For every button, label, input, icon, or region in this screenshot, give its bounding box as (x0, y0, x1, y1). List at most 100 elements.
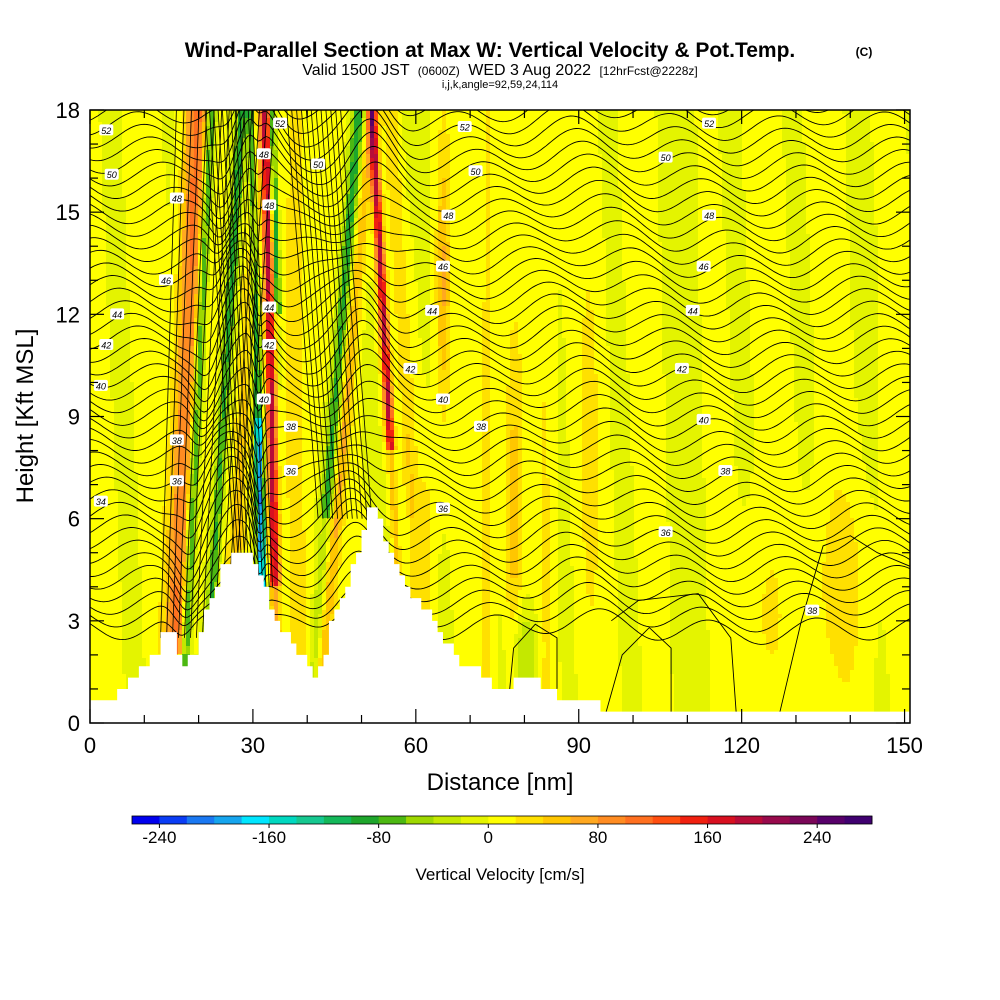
field-cell (134, 430, 171, 435)
field-cell (226, 138, 235, 143)
field-cell (370, 166, 375, 171)
field-cell (378, 346, 383, 351)
field-cell (622, 198, 659, 203)
field-cell (230, 162, 235, 167)
field-cell (510, 338, 519, 343)
field-cell (386, 178, 403, 183)
field-cell (282, 298, 287, 303)
field-cell (386, 214, 391, 219)
field-cell (410, 326, 419, 331)
field-cell (90, 146, 103, 151)
field-cell (794, 394, 815, 399)
field-cell (90, 246, 107, 251)
field-cell (230, 310, 235, 315)
field-cell (202, 150, 207, 155)
field-cell (414, 386, 439, 391)
field-cell (250, 162, 255, 167)
field-cell (266, 418, 271, 423)
field-cell (350, 138, 355, 143)
field-cell (702, 362, 731, 367)
field-cell (134, 414, 171, 419)
field-cell (190, 194, 199, 199)
field-cell (850, 258, 879, 263)
field-cell (446, 238, 451, 243)
field-cell (98, 110, 123, 115)
field-cell (246, 374, 251, 379)
field-cell (386, 290, 391, 295)
field-cell (390, 246, 403, 251)
field-cell (202, 230, 211, 235)
field-cell (906, 114, 910, 119)
field-cell (250, 402, 255, 407)
field-cell (194, 250, 199, 255)
field-cell (418, 298, 431, 303)
field-cell (342, 258, 347, 263)
field-cell (214, 202, 227, 207)
field-cell (446, 130, 487, 135)
field-cell (278, 258, 283, 263)
field-cell (182, 346, 191, 351)
field-cell (178, 306, 183, 311)
field-cell (398, 374, 411, 379)
field-cell (558, 346, 567, 351)
field-cell (878, 414, 910, 419)
field-cell (330, 390, 335, 395)
field-cell (418, 282, 431, 287)
field-cell (802, 130, 847, 135)
field-cell (446, 298, 451, 303)
field-cell (378, 330, 383, 335)
field-cell (546, 414, 559, 419)
field-cell (566, 342, 583, 347)
field-cell (338, 278, 343, 283)
field-cell (222, 386, 227, 391)
field-cell (726, 254, 747, 259)
field-cell (662, 330, 703, 335)
field-cell (374, 122, 379, 127)
field-cell (430, 190, 439, 195)
field-cell (214, 406, 219, 411)
field-cell (174, 426, 179, 431)
field-cell (878, 306, 910, 311)
field-cell (602, 198, 623, 203)
field-cell (382, 410, 387, 415)
field-cell (238, 146, 243, 151)
field-cell (130, 342, 175, 347)
field-cell (126, 214, 179, 219)
field-cell (362, 378, 379, 383)
field-cell (286, 374, 303, 379)
field-cell (346, 126, 351, 131)
field-cell (582, 374, 599, 379)
field-cell (446, 230, 451, 235)
field-cell (234, 222, 239, 227)
field-cell (186, 218, 191, 223)
field-cell (134, 394, 171, 399)
field-cell (126, 218, 179, 223)
field-cell (266, 354, 271, 359)
field-cell (266, 186, 271, 191)
field-cell (814, 394, 855, 399)
field-cell (186, 234, 191, 239)
field-cell (178, 418, 191, 423)
field-cell (302, 374, 327, 379)
field-cell (378, 198, 383, 203)
field-cell (698, 162, 723, 167)
field-cell (282, 214, 287, 219)
field-cell (334, 370, 343, 375)
field-cell (398, 322, 411, 327)
field-cell (606, 258, 623, 263)
field-cell (226, 314, 231, 319)
field-cell (270, 210, 275, 215)
field-cell (214, 170, 227, 175)
field-cell (198, 170, 203, 175)
field-cell (742, 166, 787, 171)
field-cell (262, 210, 267, 215)
field-cell (262, 158, 267, 163)
field-cell (850, 226, 879, 231)
field-cell (238, 254, 243, 259)
field-cell (374, 110, 379, 115)
field-cell (182, 226, 187, 231)
field-cell (174, 370, 179, 375)
field-cell (190, 422, 195, 427)
field-cell (330, 426, 335, 431)
field-cell (130, 306, 175, 311)
